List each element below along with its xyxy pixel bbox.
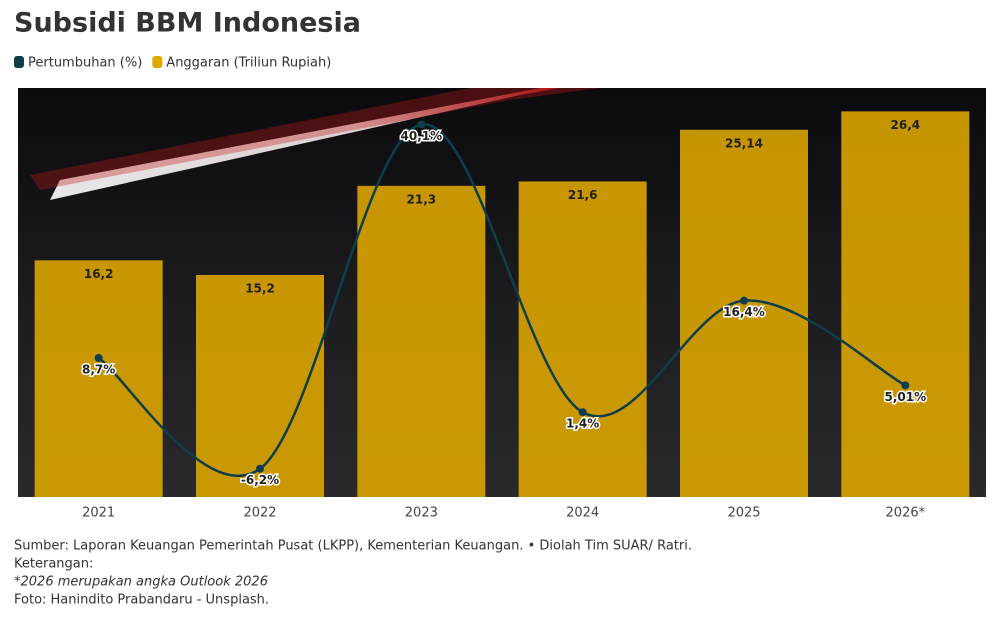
x-tick-label: 2021	[82, 506, 115, 521]
bar-value-label: 26,4	[891, 118, 921, 132]
line-point	[901, 381, 910, 390]
bar	[196, 274, 324, 497]
line-value-label: 1,4%	[566, 417, 599, 431]
plot-area: 2021 2022 2023 2024 2025 2026* 16,2 15,2 21,3 21,…	[34, 111, 970, 521]
bar-value-label: 16,2	[84, 267, 114, 281]
note: Keterangan:	[14, 557, 93, 572]
legend-swatch	[14, 56, 24, 68]
legend-label: Pertumbuhan (%)	[28, 56, 142, 71]
line-value-label: 16,4%	[723, 305, 765, 319]
bar	[34, 260, 163, 497]
bar	[680, 129, 808, 497]
x-tick-label: 2023	[405, 506, 438, 521]
chart-title: Subsidi BBM Indonesia	[14, 8, 361, 39]
x-tick-label: 2024	[566, 506, 599, 521]
legend-swatch	[152, 56, 163, 68]
line-value-label: 5,01%	[885, 390, 927, 404]
bar-value-label: 15,2	[245, 281, 275, 295]
line-point	[94, 353, 103, 362]
legend: Pertumbuhan (%) Anggaran (Triliun Rupiah)	[14, 56, 331, 71]
note: Sumber: Laporan Keuangan Pemerintah Pusa…	[14, 539, 692, 554]
background-photo	[18, 88, 986, 497]
bar	[841, 111, 970, 497]
notes: Sumber: Laporan Keuangan Pemerintah Pusa…	[14, 539, 692, 608]
line-value-label: -6,2%	[241, 473, 279, 487]
legend-label: Anggaran (Triliun Rupiah)	[166, 56, 331, 71]
note: *2026 merupakan angka Outlook 2026	[14, 575, 268, 590]
x-tick-label: 2022	[243, 506, 276, 521]
line-point	[417, 120, 426, 129]
bar-value-label: 21,3	[407, 192, 437, 206]
canopy-glow	[30, 88, 600, 190]
bar	[518, 181, 647, 497]
bar-value-label: 25,14	[725, 136, 763, 150]
x-tick-label: 2025	[727, 506, 760, 521]
line-value-label: 40,1%	[401, 129, 443, 143]
line-point	[740, 296, 748, 305]
line-point	[256, 464, 264, 473]
note: Foto: Hanindito Prabandaru - Unsplash.	[14, 593, 269, 608]
line-point	[578, 408, 587, 417]
x-tick-label: 2026*	[886, 506, 926, 521]
line-value-label: 8,7%	[82, 362, 115, 376]
bar-value-label: 21,6	[568, 188, 598, 202]
bar	[357, 185, 486, 497]
